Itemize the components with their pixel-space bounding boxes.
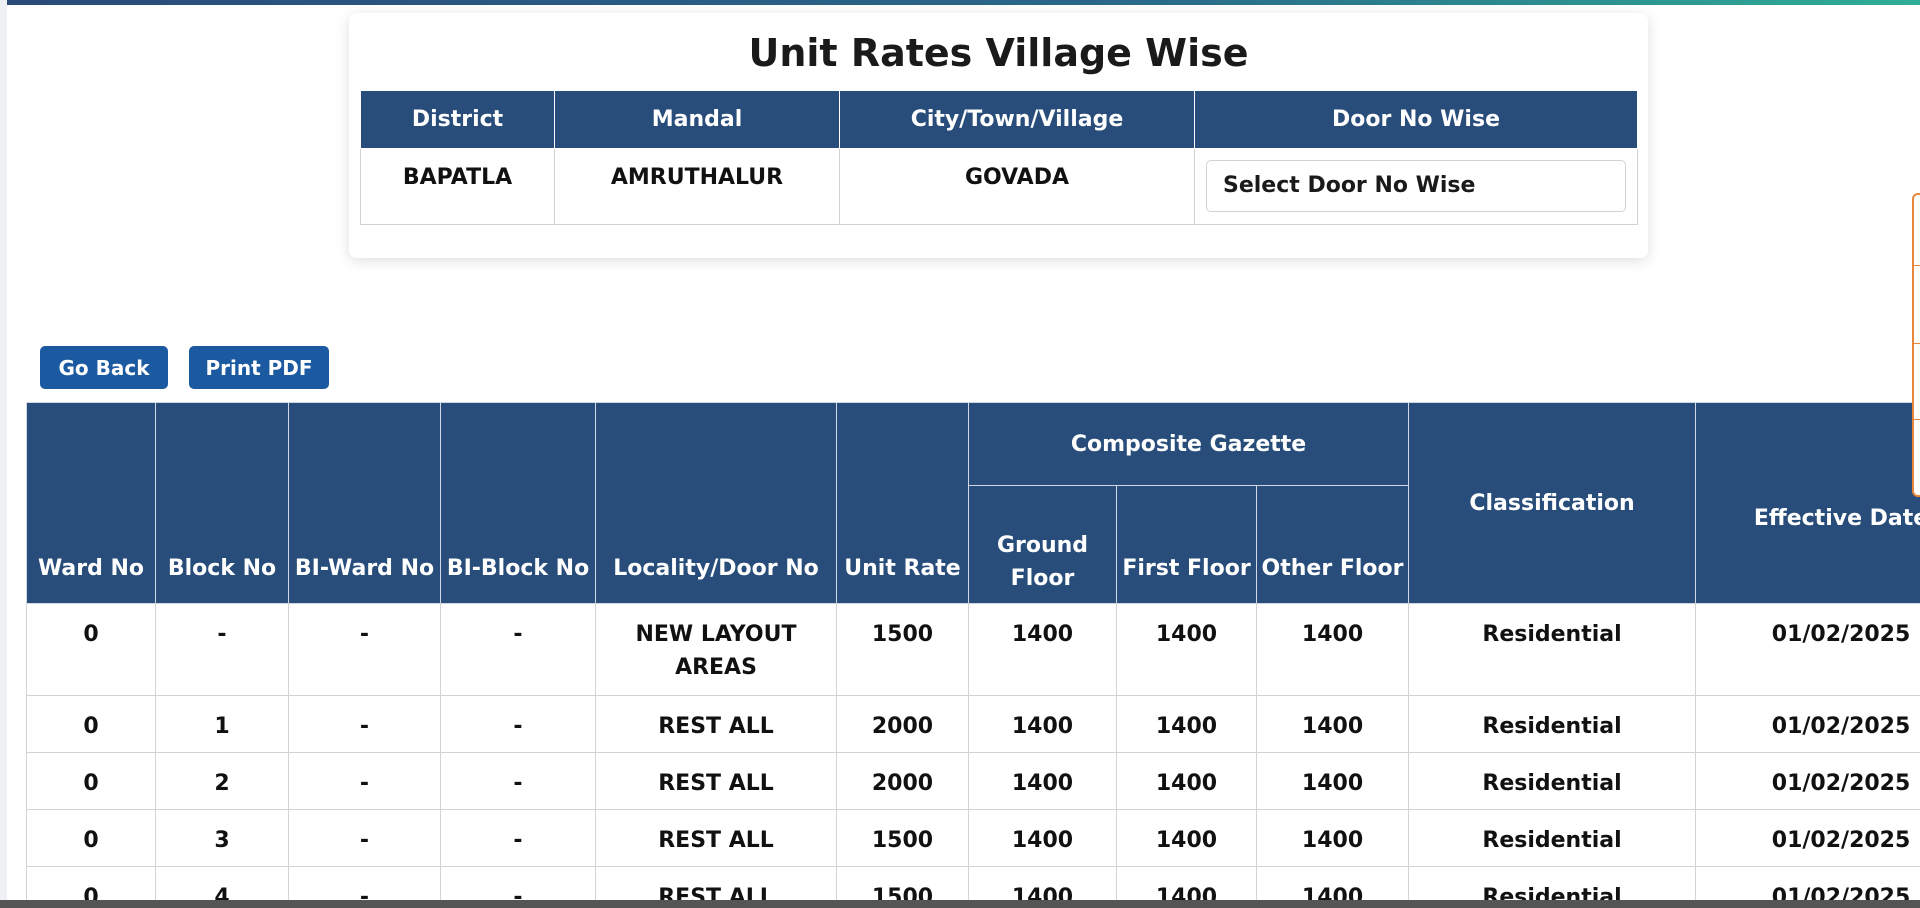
effective-date-cell: 01/02/2025 <box>1695 866 1920 904</box>
ward-no-cell: 0 <box>26 866 156 904</box>
first-floor-cell: 1400 <box>1116 695 1257 753</box>
door-no-cell: Select Door No Wise <box>1194 148 1638 225</box>
bi-ward-no-cell: - <box>288 866 441 904</box>
district-value: BAPATLA <box>360 148 555 225</box>
block-no-cell: 1 <box>155 695 289 753</box>
bi-block-no-cell: - <box>440 695 596 753</box>
rates-table-container[interactable]: Ward No Block No BI-Ward No BI-Block No … <box>26 402 1920 904</box>
unit-rate-cell: 2000 <box>836 752 969 810</box>
other-floor-header: Other Floor <box>1255 485 1410 604</box>
unit-rate-header: Unit Rate <box>836 402 969 604</box>
bi-ward-no-cell: - <box>288 603 441 696</box>
effective-date-header: Effective Date <box>1695 402 1920 604</box>
unit-rate-cell: 1500 <box>836 809 969 867</box>
bi-block-no-cell: - <box>440 809 596 867</box>
block-no-cell: 3 <box>155 809 289 867</box>
locality-cell: NEW LAYOUT AREAS <box>595 603 837 696</box>
classification-header: Classification <box>1408 402 1697 604</box>
unit-rate-cell: 1500 <box>836 603 969 696</box>
block-no-cell: - <box>155 603 289 696</box>
ground-floor-cell: 1400 <box>968 695 1117 753</box>
other-floor-cell: 1400 <box>1255 603 1410 696</box>
bi-block-no-cell: - <box>440 752 596 810</box>
side-panel-divider <box>1914 343 1920 344</box>
effective-date-cell: 01/02/2025 <box>1695 695 1920 753</box>
bi-block-no-cell: - <box>440 866 596 904</box>
district-header: District <box>360 90 555 149</box>
bi-ward-no-cell: - <box>288 809 441 867</box>
horizontal-scrollbar[interactable] <box>0 900 1920 908</box>
first-floor-header: First Floor <box>1116 485 1257 604</box>
door-no-select[interactable]: Select Door No Wise <box>1206 160 1626 212</box>
table-row: 0 3 - - REST ALL 1500 1400 1400 1400 Res… <box>26 809 1920 867</box>
ward-no-header: Ward No <box>26 402 156 604</box>
ground-floor-cell: 1400 <box>968 752 1117 810</box>
locality-cell: REST ALL <box>595 866 837 904</box>
effective-date-cell: 01/02/2025 <box>1695 809 1920 867</box>
bi-ward-no-header: BI-Ward No <box>288 402 441 604</box>
print-pdf-button[interactable]: Print PDF <box>189 346 329 389</box>
ground-floor-header: Ground Floor <box>968 485 1117 604</box>
side-panel-divider <box>1914 419 1920 420</box>
mandal-header: Mandal <box>554 90 840 149</box>
other-floor-cell: 1400 <box>1255 752 1410 810</box>
locality-cell: REST ALL <box>595 752 837 810</box>
locality-cell: REST ALL <box>595 695 837 753</box>
top-accent-bar <box>0 0 1920 5</box>
village-header: City/Town/Village <box>839 90 1195 149</box>
page-title: Unit Rates Village Wise <box>748 31 1249 75</box>
classification-cell: Residential <box>1408 603 1697 696</box>
locality-header: Locality/Door No <box>595 402 837 604</box>
ground-floor-cell: 1400 <box>968 866 1117 904</box>
village-value: GOVADA <box>839 148 1195 225</box>
location-table: District Mandal City/Town/Village Door N… <box>360 90 1638 225</box>
bi-ward-no-cell: - <box>288 752 441 810</box>
table-row: 0 2 - - REST ALL 2000 1400 1400 1400 Res… <box>26 752 1920 810</box>
other-floor-cell: 1400 <box>1255 866 1410 904</box>
effective-date-cell: 01/02/2025 <box>1695 752 1920 810</box>
classification-cell: Residential <box>1408 866 1697 904</box>
unit-rates-table: Ward No Block No BI-Ward No BI-Block No … <box>26 402 1920 904</box>
classification-cell: Residential <box>1408 695 1697 753</box>
block-no-cell: 4 <box>155 866 289 904</box>
location-card: Unit Rates Village Wise District Mandal … <box>349 13 1648 258</box>
bi-ward-no-cell: - <box>288 695 441 753</box>
first-floor-cell: 1400 <box>1116 603 1257 696</box>
ward-no-cell: 0 <box>26 809 156 867</box>
block-no-cell: 2 <box>155 752 289 810</box>
ground-floor-cell: 1400 <box>968 809 1117 867</box>
other-floor-cell: 1400 <box>1255 809 1410 867</box>
side-panel-divider <box>1914 265 1920 266</box>
go-back-button[interactable]: Go Back <box>40 346 168 389</box>
composite-gazette-header: Composite Gazette <box>967 402 1410 486</box>
side-panel-tab[interactable] <box>1912 193 1920 497</box>
bi-block-no-header: BI-Block No <box>440 402 596 604</box>
ground-floor-cell: 1400 <box>968 603 1117 696</box>
ward-no-cell: 0 <box>26 695 156 753</box>
classification-cell: Residential <box>1408 809 1697 867</box>
classification-cell: Residential <box>1408 752 1697 810</box>
block-no-header: Block No <box>155 402 289 604</box>
first-floor-cell: 1400 <box>1116 752 1257 810</box>
table-row: 0 4 - - REST ALL 1500 1400 1400 1400 Res… <box>26 866 1920 904</box>
table-row: 0 - - - NEW LAYOUT AREAS 1500 1400 1400 … <box>26 603 1920 696</box>
left-edge <box>0 0 7 908</box>
unit-rate-cell: 2000 <box>836 695 969 753</box>
locality-cell: REST ALL <box>595 809 837 867</box>
first-floor-cell: 1400 <box>1116 866 1257 904</box>
first-floor-cell: 1400 <box>1116 809 1257 867</box>
ward-no-cell: 0 <box>26 752 156 810</box>
ward-no-cell: 0 <box>26 603 156 696</box>
table-row: 0 1 - - REST ALL 2000 1400 1400 1400 Res… <box>26 695 1920 753</box>
mandal-value: AMRUTHALUR <box>554 148 840 225</box>
bi-block-no-cell: - <box>440 603 596 696</box>
door-no-header: Door No Wise <box>1194 90 1638 149</box>
unit-rate-cell: 1500 <box>836 866 969 904</box>
effective-date-cell: 01/02/2025 <box>1695 603 1920 696</box>
other-floor-cell: 1400 <box>1255 695 1410 753</box>
rates-table-body: 0 - - - NEW LAYOUT AREAS 1500 1400 1400 … <box>26 603 1920 904</box>
